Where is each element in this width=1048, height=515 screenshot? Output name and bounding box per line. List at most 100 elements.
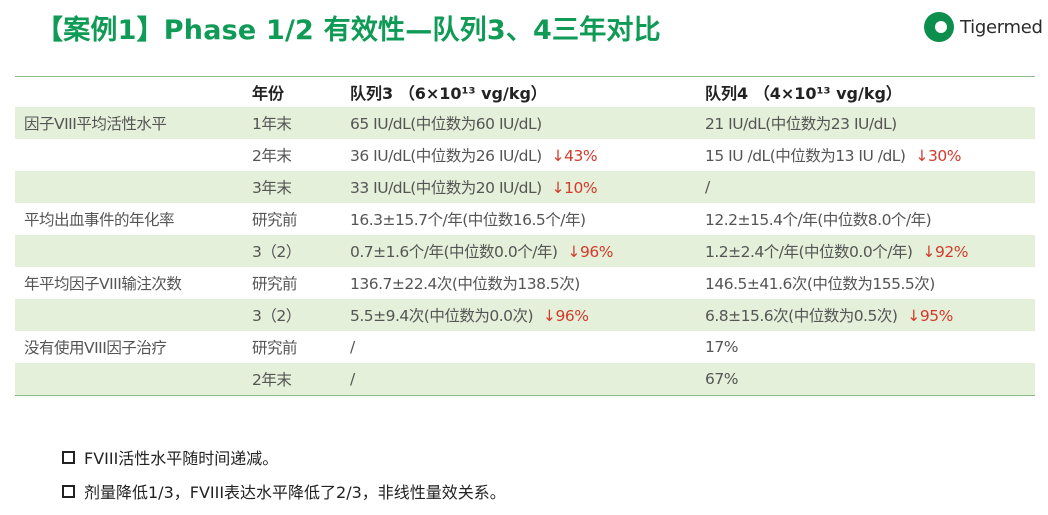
row-label-cell [15, 235, 243, 267]
cohort4-value: 67% [705, 370, 738, 388]
cohort4-value: 146.5±41.6次(中位数为155.5次) [705, 275, 935, 293]
square-bullet-icon [62, 484, 75, 498]
cohort4-value: 1.2±2.4个/年(中位数0.0个/年) [705, 243, 913, 261]
table-header-row: 年份 队列3 （6×10¹³ vg/kg） 队列4 （4×10¹³ vg/kg） [15, 77, 1035, 108]
company-logo: Tigermed [924, 12, 1043, 42]
cohort4-value: 15 IU /dL(中位数为13 IU /dL) [705, 147, 906, 165]
note-text: 剂量降低1/3，FVIII表达水平降低了2/3，非线性量效关系。 [84, 483, 506, 502]
row-label-cell [15, 299, 243, 331]
page-title: 【案例1】Phase 1/2 有效性—队列3、4三年对比 [36, 15, 661, 46]
table-row: 因子VIII平均活性水平 1年末 65 IU/dL(中位数为60 IU/dL) 21 … [15, 107, 1035, 139]
cohort3-cell: / [341, 363, 696, 396]
table-row: 平均出血事件的年化率 研究前 16.3±15.7个/年(中位数16.5个/年) 12.… [15, 203, 1035, 235]
cohort4-value: 12.2±15.4个/年(中位数8.0个/年) [705, 211, 932, 229]
cohort3-value: / [350, 370, 355, 388]
cohort4-decrease: ↓95% [907, 307, 953, 325]
year-cell: 研究前 [243, 203, 341, 235]
row-label-cell: 年平均因子VIII输注次数 [15, 267, 243, 299]
row-label-cell [15, 139, 243, 171]
year-value: 3年末 [252, 179, 292, 197]
year-value: 3（2） [252, 307, 301, 325]
logo-text: Tigermed [960, 16, 1043, 38]
cohort3-cell: 65 IU/dL(中位数为60 IU/dL) [341, 107, 696, 139]
cohort3-value: 5.5±9.4次(中位数为0.0次) [350, 307, 534, 325]
row-label-cell: 没有使用VIII因子治疗 [15, 331, 243, 363]
notes-list: FVIII活性水平随时间递减。 剂量降低1/3，FVIII表达水平降低了2/3，… [62, 447, 506, 515]
cohort4-cell: 15 IU /dL(中位数为13 IU /dL) ↓30% [696, 139, 1035, 171]
row-label-cell: 平均出血事件的年化率 [15, 203, 243, 235]
year-value: 3（2） [252, 243, 301, 261]
square-bullet-icon [62, 450, 75, 464]
cohort4-cell: 17% [696, 331, 1035, 363]
cohort3-value: / [350, 338, 355, 356]
row-label: 因子VIII平均活性水平 [24, 115, 167, 133]
note-item: FVIII活性水平随时间递减。 [62, 447, 506, 468]
note-item: 剂量降低1/3，FVIII表达水平降低了2/3，非线性量效关系。 [62, 481, 506, 502]
table-body: 因子VIII平均活性水平 1年末 65 IU/dL(中位数为60 IU/dL) 21 … [15, 107, 1035, 396]
cohort3-value: 33 IU/dL(中位数为20 IU/dL) [350, 179, 542, 197]
cohort3-cell: 16.3±15.7个/年(中位数16.5个/年) [341, 203, 696, 235]
table-row: 3（2） 0.7±1.6个/年(中位数0.0个/年) ↓96% 1.2±2.4个/年(… [15, 235, 1035, 267]
cohort4-cell: 21 IU/dL(中位数为23 IU/dL) [696, 107, 1035, 139]
year-cell: 2年末 [243, 363, 341, 396]
cohort4-cell: / [696, 171, 1035, 203]
cohort3-cell: / [341, 331, 696, 363]
row-label: 年平均因子VIII输注次数 [24, 275, 182, 293]
cohort3-decrease: ↓43% [551, 147, 598, 165]
table-row: 3年末 33 IU/dL(中位数为20 IU/dL) ↓10% / [15, 171, 1035, 203]
header-cohort4: 队列4 （4×10¹³ vg/kg） [705, 84, 902, 103]
year-cell: 1年末 [243, 107, 341, 139]
table-row: 年平均因子VIII输注次数 研究前 136.7±22.4次(中位数为138.5次) 1… [15, 267, 1035, 299]
cohort3-cell: 33 IU/dL(中位数为20 IU/dL) ↓10% [341, 171, 696, 203]
table-row: 2年末 36 IU/dL(中位数为26 IU/dL) ↓43% 15 IU /dL(中… [15, 139, 1035, 171]
year-cell: 研究前 [243, 331, 341, 363]
tigermed-logo-mark-icon [924, 12, 954, 42]
header-cohort3: 队列3 （6×10¹³ vg/kg） [350, 84, 547, 103]
table-row: 2年末 / 67% [15, 363, 1035, 396]
cohort3-cell: 5.5±9.4次(中位数为0.0次) ↓96% [341, 299, 696, 331]
comparison-table: 年份 队列3 （6×10¹³ vg/kg） 队列4 （4×10¹³ vg/kg）… [15, 76, 1035, 396]
year-cell: 2年末 [243, 139, 341, 171]
cohort3-value: 16.3±15.7个/年(中位数16.5个/年) [350, 211, 586, 229]
cohort4-cell: 6.8±15.6次(中位数为0.5次) ↓95% [696, 299, 1035, 331]
cohort4-cell: 12.2±15.4个/年(中位数8.0个/年) [696, 203, 1035, 235]
cohort3-decrease: ↓10% [551, 179, 598, 197]
cohort3-value: 0.7±1.6个/年(中位数0.0个/年) [350, 243, 558, 261]
cohort3-cell: 36 IU/dL(中位数为26 IU/dL) ↓43% [341, 139, 696, 171]
cohort3-cell: 136.7±22.4次(中位数为138.5次) [341, 267, 696, 299]
year-cell: 3（2） [243, 299, 341, 331]
year-value: 2年末 [252, 371, 292, 389]
year-value: 研究前 [252, 211, 298, 229]
row-label-cell [15, 171, 243, 203]
cohort4-cell: 1.2±2.4个/年(中位数0.0个/年) ↓92% [696, 235, 1035, 267]
cohort4-value: / [705, 178, 710, 196]
cohort4-cell: 146.5±41.6次(中位数为155.5次) [696, 267, 1035, 299]
row-label: 没有使用VIII因子治疗 [24, 339, 167, 357]
cohort3-value: 65 IU/dL(中位数为60 IU/dL) [350, 115, 542, 133]
year-cell: 研究前 [243, 267, 341, 299]
year-cell: 3（2） [243, 235, 341, 267]
cohort4-decrease: ↓30% [915, 147, 961, 165]
note-text: FVIII活性水平随时间递减。 [84, 449, 279, 468]
cohort4-value: 6.8±15.6次(中位数为0.5次) [705, 307, 898, 325]
row-label: 平均出血事件的年化率 [24, 211, 175, 229]
table-row: 3（2） 5.5±9.4次(中位数为0.0次) ↓96% 6.8±15.6次(中位数为… [15, 299, 1035, 331]
table-row: 没有使用VIII因子治疗 研究前 / 17% [15, 331, 1035, 363]
header-year: 年份 [252, 84, 285, 103]
row-label-cell [15, 363, 243, 396]
year-value: 2年末 [252, 147, 292, 165]
cohort4-cell: 67% [696, 363, 1035, 396]
cohort3-value: 36 IU/dL(中位数为26 IU/dL) [350, 147, 542, 165]
cohort3-decrease: ↓96% [567, 243, 613, 261]
year-cell: 3年末 [243, 171, 341, 203]
year-value: 1年末 [252, 115, 292, 133]
cohort4-value: 17% [705, 338, 738, 356]
year-value: 研究前 [252, 339, 298, 357]
year-value: 研究前 [252, 275, 298, 293]
header-blank [15, 77, 243, 108]
cohort4-value: 21 IU/dL(中位数为23 IU/dL) [705, 115, 897, 133]
cohort3-cell: 0.7±1.6个/年(中位数0.0个/年) ↓96% [341, 235, 696, 267]
cohort3-decrease: ↓96% [543, 307, 589, 325]
cohort3-value: 136.7±22.4次(中位数为138.5次) [350, 275, 580, 293]
cohort4-decrease: ↓92% [922, 243, 968, 261]
